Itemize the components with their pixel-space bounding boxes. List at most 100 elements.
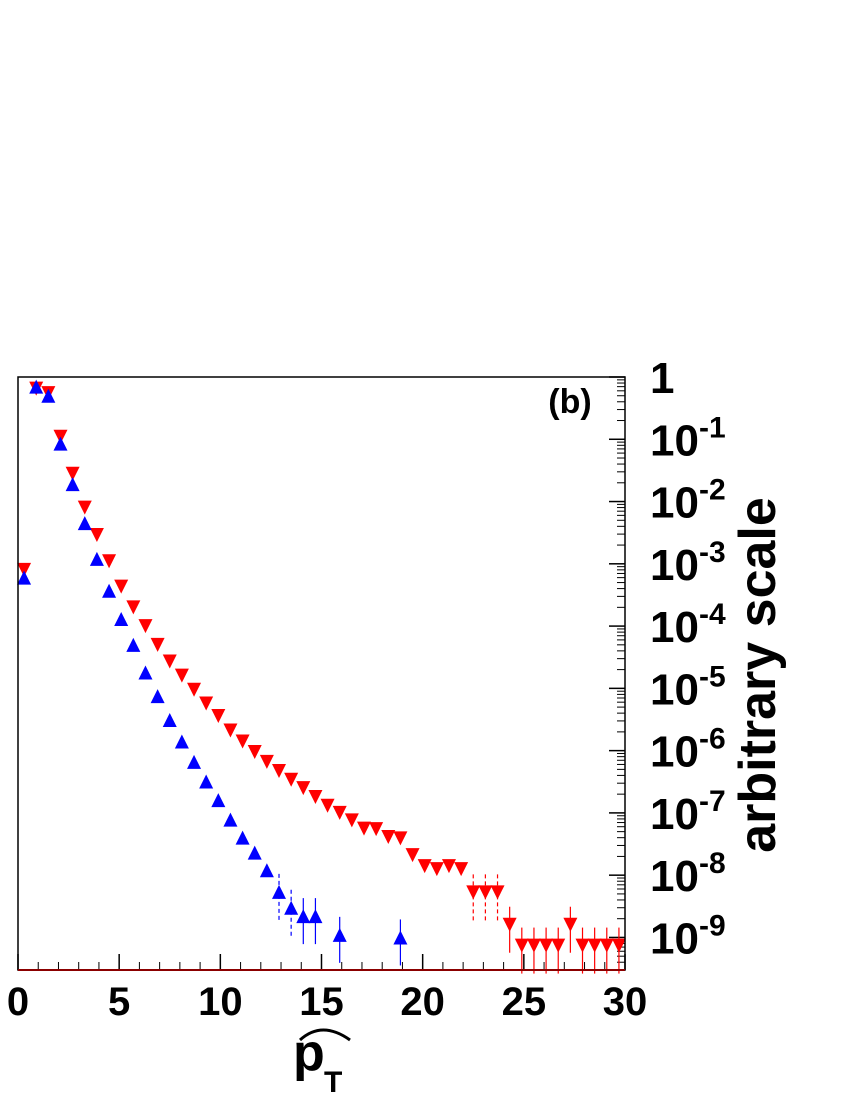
red-down-triangle-point bbox=[17, 562, 32, 577]
red-down-triangle-point bbox=[526, 938, 541, 953]
panel-label: (b) bbox=[548, 383, 591, 421]
blue-up-triangle-point bbox=[247, 845, 262, 860]
y-tick-label: 10-1 bbox=[650, 411, 726, 465]
blue-up-triangle-point bbox=[65, 477, 80, 492]
markers-layer bbox=[17, 379, 626, 974]
blue-up-triangle-point bbox=[332, 927, 347, 942]
blue-up-triangle-point bbox=[393, 930, 408, 945]
labels-layer: 0 5 10 15 20 25 30 1 10-1 10-2 10-3 10-4 10-5 10-6 10-… bbox=[7, 354, 726, 1024]
blue-up-triangle-point bbox=[259, 863, 274, 878]
x-tick-label: 15 bbox=[299, 980, 344, 1024]
red-down-triangle-point bbox=[611, 938, 626, 953]
y-tick-label: 10-8 bbox=[650, 847, 726, 901]
red-down-triangle-point bbox=[174, 668, 189, 683]
blue-up-triangle-point bbox=[53, 436, 68, 451]
red-down-triangle-point bbox=[441, 859, 456, 874]
blue-up-triangle-point bbox=[126, 637, 141, 652]
red-down-triangle-point bbox=[539, 938, 554, 953]
blue-up-triangle-point bbox=[211, 793, 226, 808]
red-down-triangle-point bbox=[235, 734, 250, 749]
red-down-triangle-point bbox=[490, 885, 505, 900]
red-down-triangle-point bbox=[587, 938, 602, 953]
red-down-triangle-point bbox=[514, 938, 529, 953]
y-tick-label: 1 bbox=[650, 354, 674, 403]
blue-up-triangle-point bbox=[187, 754, 202, 769]
blue-up-triangle-point bbox=[77, 516, 92, 531]
red-down-triangle-point bbox=[356, 821, 371, 836]
red-down-triangle-point bbox=[114, 579, 129, 594]
red-down-triangle-point bbox=[381, 830, 396, 845]
red-down-triangle-point bbox=[320, 798, 335, 813]
red-down-triangle-point bbox=[466, 885, 481, 900]
red-down-triangle-point bbox=[102, 554, 117, 569]
red-down-triangle-point bbox=[429, 862, 444, 877]
red-down-triangle-point bbox=[551, 938, 566, 953]
y-tick-label: 10-6 bbox=[650, 723, 726, 777]
red-down-triangle-point bbox=[259, 754, 274, 769]
y-tick-label: 10-9 bbox=[650, 909, 726, 963]
blue-up-triangle-point bbox=[235, 830, 250, 845]
ticks-layer bbox=[17, 376, 626, 971]
red-down-triangle-point bbox=[454, 862, 469, 877]
x-axis-title-subscript: T bbox=[324, 1066, 342, 1099]
red-down-triangle-point bbox=[296, 781, 311, 796]
red-down-triangle-point bbox=[405, 848, 420, 863]
blue-up-triangle-point bbox=[272, 884, 287, 899]
blue-up-triangle-point bbox=[199, 774, 214, 789]
red-down-triangle-point bbox=[138, 619, 153, 634]
red-down-triangle-point bbox=[575, 938, 590, 953]
blue-up-triangle-point bbox=[102, 583, 117, 598]
y-tick-label: 10-2 bbox=[650, 474, 726, 528]
red-down-triangle-point bbox=[223, 723, 238, 738]
blue-up-triangle-point bbox=[29, 379, 44, 394]
blue-up-triangle-point bbox=[296, 909, 311, 924]
y-axis-title: arbitrary scale bbox=[729, 497, 787, 853]
red-down-triangle-point bbox=[502, 917, 517, 932]
red-down-triangle-point bbox=[599, 938, 614, 953]
x-tick-label: 20 bbox=[400, 980, 445, 1024]
blue-up-triangle-point bbox=[174, 734, 189, 749]
red-down-triangle-point bbox=[272, 764, 287, 779]
blue-up-triangle-point bbox=[308, 909, 323, 924]
y-tick-label: 10-4 bbox=[650, 598, 726, 652]
red-down-triangle-point bbox=[344, 813, 359, 828]
plot-frame bbox=[17, 376, 626, 971]
red-down-triangle-point bbox=[65, 466, 80, 481]
red-down-triangle-point bbox=[77, 500, 92, 515]
blue-up-triangle-point bbox=[162, 713, 177, 728]
red-down-triangle-point bbox=[199, 696, 214, 711]
blue-up-triangle-point bbox=[138, 665, 153, 680]
red-down-triangle-point bbox=[563, 917, 578, 932]
blue-up-triangle-point bbox=[284, 900, 299, 915]
blue-up-triangle-point bbox=[17, 570, 32, 585]
red-down-triangle-point bbox=[126, 600, 141, 615]
y-tick-label: 10-5 bbox=[650, 660, 726, 714]
x-tick-label: 10 bbox=[198, 980, 243, 1024]
red-down-triangle-point bbox=[89, 528, 104, 543]
y-tick-label: 10-7 bbox=[650, 785, 726, 839]
red-down-triangle-point bbox=[369, 822, 384, 837]
red-down-triangle-point bbox=[332, 805, 347, 820]
red-down-triangle-point bbox=[284, 772, 299, 787]
x-axis-title-main: p bbox=[293, 1024, 325, 1082]
x-tick-label: 25 bbox=[502, 980, 547, 1024]
x-tick-label: 5 bbox=[108, 980, 130, 1024]
blue-up-triangle-point bbox=[150, 689, 165, 704]
blue-up-triangle-point bbox=[41, 388, 56, 403]
red-down-triangle-point bbox=[417, 859, 432, 874]
red-down-triangle-point bbox=[478, 885, 493, 900]
red-down-triangle-point bbox=[150, 637, 165, 652]
red-down-triangle-point bbox=[211, 708, 226, 723]
x-tick-label: 0 bbox=[7, 980, 29, 1024]
red-down-triangle-point bbox=[247, 745, 262, 760]
red-down-triangle-point bbox=[393, 831, 408, 846]
red-down-triangle-point bbox=[308, 790, 323, 805]
red-down-triangle-point bbox=[162, 654, 177, 669]
y-tick-label: 10-3 bbox=[650, 536, 726, 590]
blue-up-triangle-point bbox=[114, 611, 129, 626]
blue-up-triangle-point bbox=[223, 812, 238, 827]
blue-up-triangle-point bbox=[89, 551, 104, 566]
red-down-triangle-point bbox=[187, 682, 202, 697]
x-axis-title-hat bbox=[298, 1028, 351, 1042]
